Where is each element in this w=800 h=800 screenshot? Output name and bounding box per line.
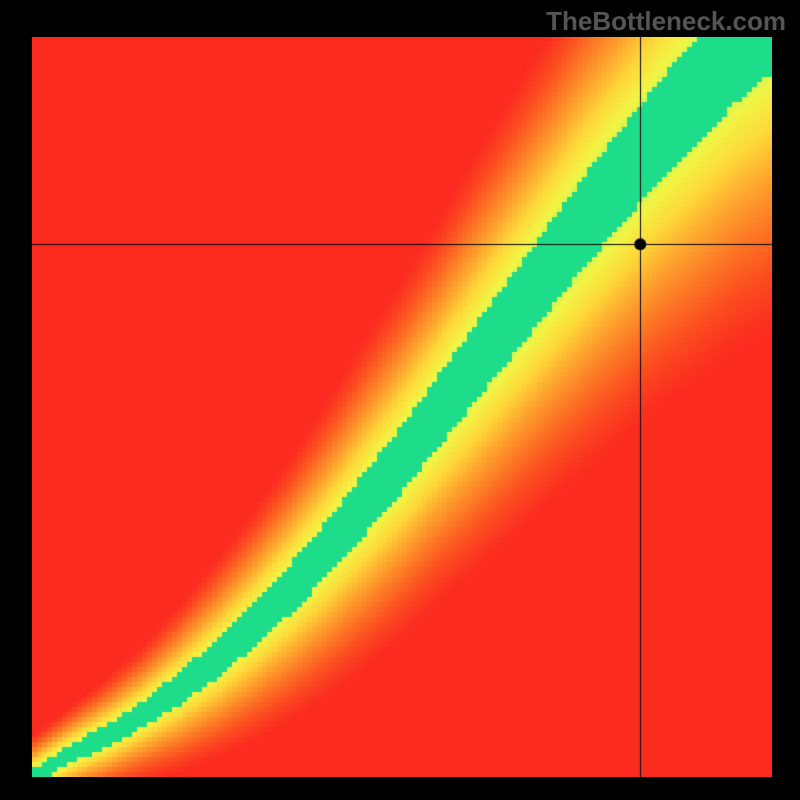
- watermark-text: TheBottleneck.com: [546, 6, 786, 37]
- bottleneck-heatmap: [32, 37, 772, 777]
- chart-container: TheBottleneck.com: [0, 0, 800, 800]
